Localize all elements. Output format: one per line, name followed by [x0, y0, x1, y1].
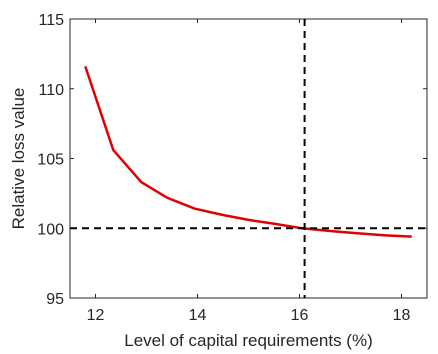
plot-area: 12 14 16 18 95 100 105 110 115	[37, 12, 428, 324]
y-tick-label: 110	[38, 82, 64, 99]
x-tick-label: 14	[189, 307, 207, 324]
x-tick-label: 12	[87, 307, 105, 324]
y-axis-label: Relative loss value	[9, 88, 28, 230]
y-tick-label: 100	[37, 221, 64, 238]
y-tick-label: 115	[38, 12, 64, 29]
y-tick-label: 95	[46, 291, 64, 308]
series-line	[84, 66, 412, 238]
x-axis-label: Level of capital requirements (%)	[124, 331, 373, 350]
x-tick-label: 18	[393, 307, 411, 324]
axes-box	[69, 18, 428, 299]
x-tick-label: 16	[291, 307, 309, 324]
y-tick-label: 105	[37, 152, 64, 169]
